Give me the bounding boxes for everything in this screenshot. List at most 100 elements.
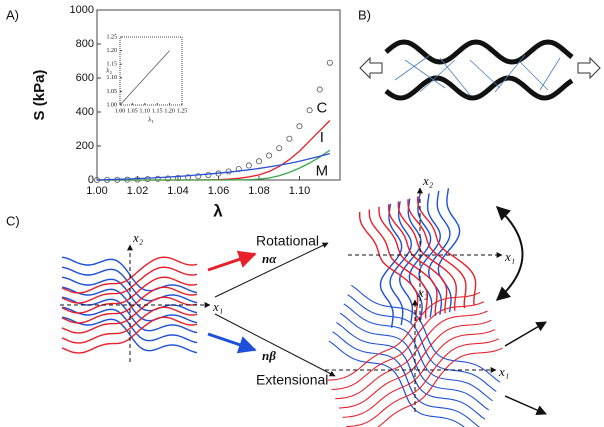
fiber-curve: [399, 198, 422, 323]
x-tick-label: 1.06: [208, 185, 229, 197]
x-tick-label: 1.02: [127, 185, 148, 197]
data-point: [245, 162, 252, 169]
fiber-curve: [61, 306, 198, 344]
series-label: M: [316, 163, 329, 180]
arrow: [214, 313, 336, 377]
crosslink: [404, 59, 446, 89]
crosslink: [469, 59, 501, 89]
x-tick-label: 1.00: [86, 185, 107, 197]
y-axis-label: λ₂: [106, 67, 112, 75]
y-tick-label: 200: [76, 140, 94, 152]
arrow: [504, 395, 547, 416]
axis-label: x₁: [212, 299, 223, 314]
panel-label: A): [6, 7, 19, 22]
y-axis-label: S (kPa): [31, 70, 48, 121]
fiber-curve: [343, 303, 493, 402]
axis-label: x₁: [498, 364, 509, 379]
data-point: [164, 175, 171, 182]
hollow-arrow: [577, 56, 601, 80]
x-axis-label: λ: [213, 201, 223, 220]
series-line: [119, 50, 170, 106]
y-tick-label: 800: [76, 38, 94, 50]
n-alpha-label: nα: [262, 251, 277, 266]
arrow: [214, 242, 329, 298]
panel-label: C): [6, 213, 20, 228]
fiber-curve: [387, 204, 448, 314]
crosslink: [419, 59, 456, 93]
series-line: [97, 149, 331, 181]
y-tick-label: 1.00: [107, 102, 118, 108]
fiber-curve: [335, 310, 488, 400]
fiber-curve: [428, 190, 451, 315]
fiber-curve: [327, 291, 481, 381]
axis-label: x₂: [132, 230, 144, 245]
series-label: I: [320, 129, 324, 146]
x-tick-label: 1.04: [167, 185, 188, 197]
extensional-label: Extensional: [256, 372, 328, 388]
y-tick-label: 1.05: [107, 89, 118, 95]
x-tick-label: 1.00: [115, 108, 126, 114]
y-tick-label: 600: [76, 72, 94, 84]
crosslink: [394, 54, 431, 81]
fiber-curve: [342, 329, 496, 418]
fiber-curve: [407, 199, 467, 309]
y-tick-label: 400: [76, 106, 94, 118]
fiber-curve: [332, 331, 482, 427]
hollow-arrow: [359, 56, 383, 80]
axis-label: x₁: [504, 249, 515, 264]
data-point: [154, 175, 161, 182]
fiber-family: [358, 196, 477, 322]
fiber-curve: [350, 284, 501, 383]
x-tick-label: 1.15: [152, 108, 163, 114]
fiber: [384, 39, 574, 65]
data-point: [286, 135, 293, 142]
fiber-curve: [437, 188, 461, 313]
axis-label: x₂: [422, 173, 434, 188]
n-beta-arrow: [207, 332, 257, 354]
x-axis-label: λ₁: [148, 116, 154, 124]
series-line: [96, 153, 331, 181]
fiber-curve: [416, 196, 477, 306]
fiber-curve: [338, 319, 492, 409]
data-point: [205, 172, 212, 179]
chart: 1.00 1.05 1.10 1.15 1.20 1.251.001.051.101.15…: [106, 34, 187, 123]
fiber-family: [327, 291, 503, 427]
fiber-curve: [346, 338, 500, 427]
data-point: [326, 59, 333, 66]
fiber-curve: [418, 193, 441, 318]
fiber: [384, 75, 574, 101]
fiber-curve: [378, 206, 438, 317]
fiber-curve: [61, 286, 198, 324]
arrow: [504, 321, 547, 347]
fiber-curve: [368, 209, 428, 319]
rotation-arrow: [495, 206, 524, 301]
fiber-curve: [350, 347, 503, 427]
x-tick-label: 1.05: [127, 108, 138, 114]
data-point: [306, 107, 313, 114]
y-tick-label: 1.25: [107, 34, 118, 40]
data-point: [266, 152, 273, 159]
data-point: [276, 145, 283, 152]
y-tick-label: 0: [88, 174, 94, 186]
data-point: [296, 123, 303, 130]
data-point: [255, 158, 262, 165]
y-tick-label: 1.10: [107, 75, 118, 81]
crosslink: [439, 57, 471, 96]
series-label: C: [316, 99, 327, 116]
crosslink: [494, 54, 526, 93]
fiber-curve: [328, 340, 478, 427]
fiber-curve: [61, 256, 198, 294]
y-tick-label: 1000: [70, 4, 94, 16]
x-tick-label: 1.08: [248, 185, 269, 197]
fiber-family: [328, 284, 501, 427]
x-tick-label: 1.10: [140, 108, 151, 114]
x-tick-label: 1.25: [177, 108, 188, 114]
y-tick-label: 1.20: [107, 48, 118, 54]
rotational-label: Rotational: [256, 233, 319, 249]
n-beta-label: nβ: [262, 348, 276, 363]
data-point: [144, 176, 151, 183]
fiber-curve: [61, 316, 198, 354]
x-tick-label: 1.20: [164, 108, 175, 114]
x-tick-label: 1.10: [289, 185, 310, 197]
